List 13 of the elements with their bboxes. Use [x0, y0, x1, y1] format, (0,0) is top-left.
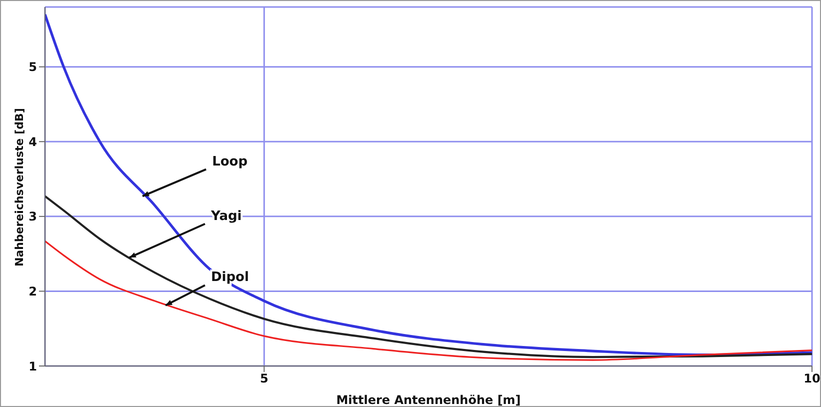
x-axis-title: Mittlere Antennenhöhe [m] [336, 393, 521, 407]
x-tick-label: 10 [804, 372, 820, 386]
y-tick-label: 1 [28, 359, 37, 374]
annotation: Yagi [210, 208, 242, 224]
y-tick-label: 5 [28, 60, 37, 74]
line-series [45, 240, 812, 361]
line-series [45, 195, 812, 358]
annotation: Loop [212, 154, 248, 170]
y-tick-label: 3 [28, 210, 37, 224]
line-series [45, 13, 812, 356]
y-tick-label: 4 [28, 134, 37, 149]
y-axis-title: Nahbereichsverluste [dB] [12, 108, 26, 266]
y-tick-label: 2 [28, 284, 37, 298]
